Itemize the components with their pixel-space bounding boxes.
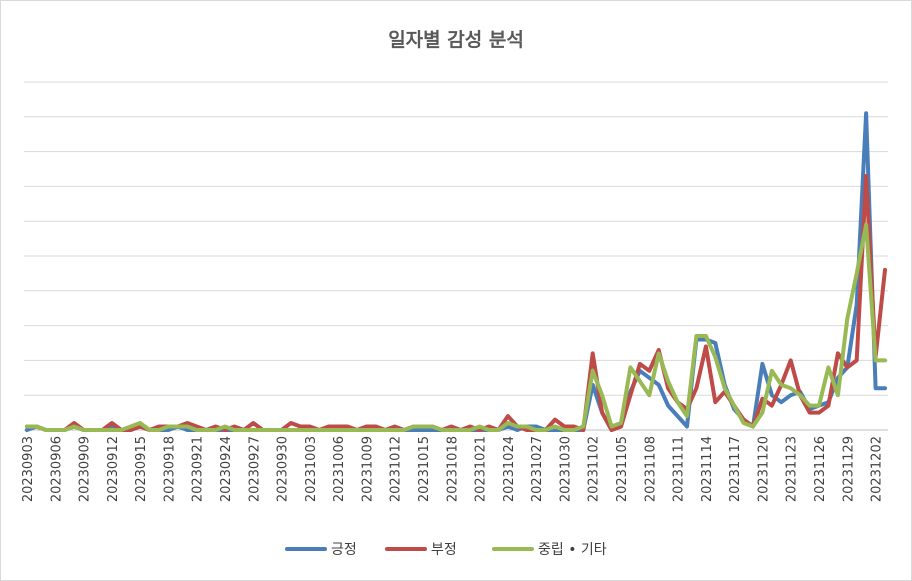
x-tick-label: 20231126 [813,436,828,502]
x-tick-label: 20230903 [21,436,36,502]
chart-title: 일자별 감성 분석 [388,29,524,51]
legend-label-1: 부정 [431,542,457,558]
x-tick-label: 20230921 [191,436,206,502]
x-tick-label: 20231117 [728,436,743,502]
x-tick-label: 20231012 [389,436,404,502]
series-lines [25,111,887,432]
x-tick-label: 20230930 [276,436,291,502]
x-tick-label: 20231108 [643,436,658,502]
x-tick-label: 20230912 [106,436,121,502]
series-line-2 [25,222,887,432]
x-tick-label: 20231015 [417,436,432,502]
x-tick-label: 20231018 [445,436,460,502]
legend: 긍정 부정 중립 • 기타 [285,542,607,558]
x-tick-label: 20231030 [558,436,573,502]
x-tick-label: 20231009 [360,436,375,502]
legend-label-0: 긍정 [331,542,357,558]
x-tick-label: 20230915 [134,436,149,502]
x-tick-label: 20231027 [530,436,545,502]
series-line-0 [25,111,887,432]
x-axis-tick-labels: 20230903 20230906 20230909 20230912 20230915… [21,436,885,502]
x-tick-label: 20231024 [502,436,517,502]
x-tick-label: 20231006 [332,436,347,502]
x-tick-label: 20230918 [162,436,177,502]
x-tick-label: 20231111 [672,436,687,502]
x-tick-label: 20231003 [304,436,319,502]
x-tick-label: 20231114 [700,436,715,502]
x-tick-label: 20231105 [615,436,630,502]
x-tick-label: 20230909 [78,436,93,502]
x-tick-label: 20230927 [247,436,262,502]
x-tick-label: 20230906 [49,436,64,502]
x-tick-label: 20231102 [587,436,602,502]
x-tick-label: 20231123 [785,436,800,502]
legend-label-2: 중립 • 기타 [538,542,607,558]
x-tick-label: 20231202 [870,436,885,502]
x-tick-label: 20231129 [841,436,856,502]
x-tick-label: 20231120 [756,436,771,502]
x-tick-label: 20231021 [474,436,489,502]
x-tick-label: 20230924 [219,436,234,502]
